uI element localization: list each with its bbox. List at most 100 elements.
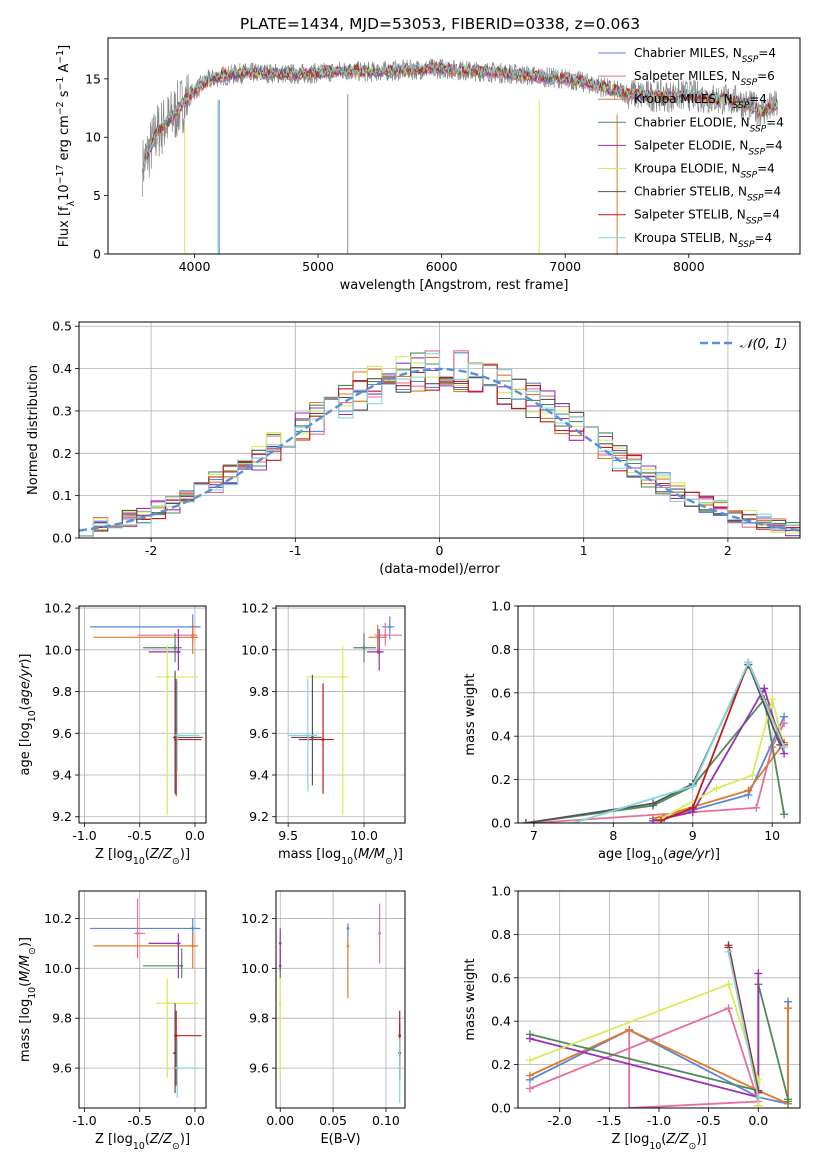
label-part: Z/Z (149, 1132, 173, 1147)
label-part: ( (18, 705, 33, 710)
panel-age_vs_mass: 9.5 10.0 9.2 9.4 9.6 9.8 10.0 10.2 mass [log10(M… (241, 601, 406, 867)
plus-marker (525, 1084, 534, 1093)
plus-marker (724, 1004, 733, 1013)
y-tick-label: 9.8 (52, 1011, 72, 1026)
label-part: )] (393, 847, 403, 862)
plot-area (79, 350, 800, 537)
series-line (529, 973, 760, 1106)
plus-marker (780, 719, 789, 728)
x-tick-label: -1.0 (647, 1113, 671, 1128)
label-part: =4 (764, 185, 782, 199)
label-part: ⊙ (27, 947, 38, 955)
label-part: age/yr (668, 847, 711, 862)
x-tick-label: 6000 (426, 259, 458, 274)
data-point (176, 941, 180, 945)
label-part: Z [log (95, 1132, 133, 1147)
x-tick-label: 0.0 (185, 1113, 205, 1128)
x-tick-label: 0.05 (319, 1113, 347, 1128)
x-axis-label: (data-model)/error (379, 562, 500, 577)
plus-marker (768, 695, 777, 704)
plus-marker (754, 969, 763, 978)
series-kroupa-stelib (569, 658, 789, 823)
x-tick-label: 10.0 (350, 828, 378, 843)
label-part: λ (66, 200, 77, 206)
y-tick-label: 0.6 (491, 970, 511, 985)
plus-marker (748, 771, 757, 780)
label-part: =4 (757, 162, 775, 176)
y-tick-label: 0.4 (491, 729, 511, 744)
y-tick-label: 0.6 (491, 685, 511, 700)
y-tick-label: 0.2 (491, 772, 511, 787)
data-point (377, 650, 381, 654)
panel-residuals: -2 -1 0 1 2 0.0 0.1 0.2 0.3 0.4 0.5 (data-model)/er… (26, 319, 801, 577)
series-line (529, 1007, 760, 1108)
plot-area (521, 658, 789, 823)
y-tick-label: 10 (85, 130, 101, 145)
label-part: 10 (341, 856, 353, 867)
label-part: )] (180, 1132, 190, 1147)
plot-area (525, 941, 793, 1108)
y-tick-label: 9.6 (249, 1061, 269, 1076)
plot-area (90, 614, 203, 815)
plot-area (142, 58, 779, 254)
x-tick-label: -0.5 (128, 1113, 152, 1128)
data-point (180, 964, 184, 968)
x-axis-label: Z [log10(Z/Z⊙)] (95, 1132, 190, 1152)
label-part: =4 (765, 138, 783, 152)
label-part: Flux [f (57, 206, 72, 247)
errorbar-chabrier-elodie (143, 948, 184, 979)
data-point (165, 675, 169, 679)
axes-frame (275, 890, 406, 1109)
label-part: SSP (741, 171, 758, 181)
plus-marker (780, 810, 789, 819)
errorbar-chabrier-elodie (143, 633, 182, 663)
x-axis-label: Z [log10(Z/Z⊙)] (95, 847, 190, 867)
x-tick-label: -1.0 (72, 828, 96, 843)
label-part: =4 (766, 115, 784, 129)
label-part: age [log (598, 847, 651, 862)
data-point (175, 733, 179, 737)
label-part: mass weight (463, 673, 478, 755)
figure-title: PLATE=1434, MJD=53053, FIBERID=0338, z=0… (240, 15, 640, 33)
label-part: )] (696, 1132, 706, 1147)
series-line (727, 951, 760, 1098)
y-tick-label: 10.2 (44, 601, 72, 616)
label-part: Kroupa MILES, N (634, 92, 733, 106)
plus-marker (625, 1025, 634, 1034)
data-point (136, 932, 139, 935)
y-tick-label: 9.6 (52, 1061, 72, 1076)
data-point (376, 635, 380, 639)
x-tick-label: 1 (580, 543, 588, 558)
x-tick-label: 5000 (302, 259, 334, 274)
x-tick-label: -1.5 (597, 1113, 621, 1128)
y-tick-label: 10.0 (44, 961, 72, 976)
y-tick-label: 5 (93, 188, 101, 203)
label-part: Z [log (611, 1132, 649, 1147)
label-part: ( (145, 847, 150, 862)
label-part: E(B-V) (320, 1132, 360, 1147)
y-tick-label: 9.4 (52, 768, 72, 783)
y-tick-label: 10.0 (241, 961, 269, 976)
errorbar-salpeter-elodie (278, 928, 282, 971)
errorbar-kroupa-elodie (156, 978, 199, 1079)
series-kroupa-stelib (724, 947, 763, 1102)
y-tick-label: 0.1 (52, 488, 72, 503)
label-part: 10 (133, 1141, 145, 1152)
label-part: Chabrier STELIB, N (634, 185, 747, 199)
label-part: Z/Z (665, 1132, 689, 1147)
spectrum-model-kroupa-stelib (142, 61, 779, 170)
label-part: Z [log (95, 847, 133, 862)
legend-entry: 𝒩(0, 1) (740, 337, 787, 352)
label-part: SSP (747, 194, 764, 204)
x-tick-label: -2 (145, 543, 157, 558)
plus-marker (529, 819, 538, 823)
legend-entry: Salpeter MILES, NSSP=6 (634, 69, 775, 88)
x-tick-label: 0.0 (748, 1113, 768, 1128)
x-axis-label: E(B-V) (320, 1132, 360, 1147)
axes-frame (275, 605, 406, 824)
x-tick-label: 0.00 (266, 1113, 294, 1128)
y-tick-label: 9.8 (249, 684, 269, 699)
plus-marker (525, 1071, 534, 1080)
y-tick-label: 9.2 (52, 809, 72, 824)
y-tick-label: 9.8 (249, 1011, 269, 1026)
